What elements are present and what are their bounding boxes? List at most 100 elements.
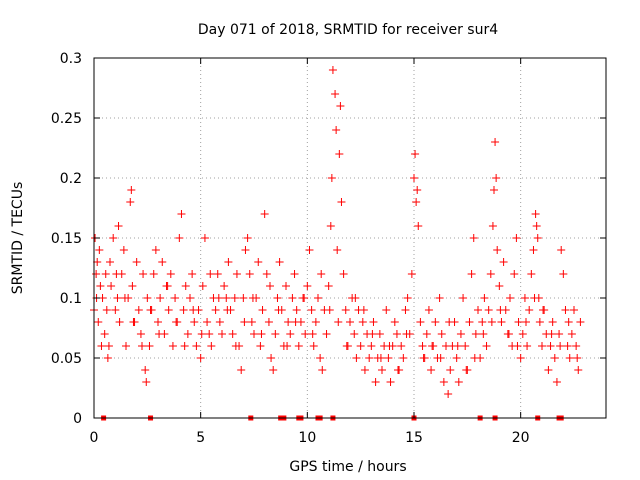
data-point bbox=[402, 330, 411, 338]
data-point bbox=[138, 342, 146, 350]
data-point bbox=[290, 270, 299, 278]
data-point bbox=[334, 318, 343, 326]
data-point bbox=[282, 282, 290, 290]
data-point bbox=[308, 330, 317, 338]
data-point bbox=[111, 306, 120, 314]
data-point bbox=[120, 294, 129, 302]
data-point bbox=[240, 318, 249, 326]
y-tick-label: 0.25 bbox=[51, 111, 82, 127]
data-point bbox=[567, 330, 576, 338]
data-point bbox=[145, 342, 154, 350]
data-point bbox=[332, 126, 341, 134]
data-point bbox=[546, 342, 555, 350]
data-point bbox=[190, 318, 199, 326]
data-point bbox=[248, 294, 257, 302]
data-point bbox=[109, 234, 118, 242]
data-point bbox=[467, 270, 476, 278]
data-point bbox=[327, 174, 336, 182]
data-point bbox=[436, 354, 445, 362]
data-point bbox=[462, 366, 471, 374]
data-point bbox=[346, 318, 354, 326]
data-point bbox=[257, 330, 266, 338]
data-point bbox=[127, 186, 136, 194]
data-point bbox=[156, 294, 165, 302]
data-point bbox=[565, 354, 574, 362]
data-point bbox=[211, 306, 220, 314]
data-point bbox=[215, 318, 224, 326]
data-point bbox=[352, 354, 361, 362]
data-point bbox=[274, 306, 283, 314]
data-point bbox=[339, 270, 348, 278]
data-point bbox=[224, 258, 233, 266]
data-point bbox=[92, 270, 101, 278]
data-point bbox=[180, 342, 189, 350]
data-point bbox=[286, 330, 295, 338]
data-point bbox=[163, 282, 172, 290]
data-point bbox=[496, 306, 505, 314]
data-point bbox=[232, 270, 241, 278]
data-point bbox=[535, 318, 544, 326]
data-point bbox=[164, 306, 173, 314]
data-point bbox=[351, 294, 360, 302]
y-axis-label: SRMTID / TECUs bbox=[10, 182, 26, 295]
data-point bbox=[171, 294, 180, 302]
data-point bbox=[504, 330, 513, 338]
data-point bbox=[230, 294, 239, 302]
data-point bbox=[128, 282, 137, 290]
data-point bbox=[317, 270, 326, 278]
data-point bbox=[188, 270, 197, 278]
data-point bbox=[218, 330, 226, 338]
x-tick-label: 15 bbox=[405, 430, 423, 446]
data-point bbox=[97, 342, 106, 350]
data-point bbox=[284, 318, 293, 326]
data-point bbox=[563, 342, 572, 350]
data-point bbox=[576, 318, 585, 326]
data-point bbox=[484, 306, 493, 314]
data-point bbox=[412, 198, 421, 206]
data-point bbox=[107, 282, 116, 290]
data-point bbox=[342, 342, 351, 350]
data-point bbox=[256, 342, 265, 350]
data-point bbox=[360, 366, 369, 374]
data-point bbox=[552, 378, 561, 386]
data-point bbox=[445, 318, 454, 326]
data-point bbox=[358, 318, 367, 326]
data-point bbox=[197, 330, 206, 338]
data-point bbox=[94, 318, 103, 326]
data-point bbox=[403, 294, 412, 302]
data-point bbox=[520, 294, 529, 302]
data-point bbox=[322, 330, 331, 338]
data-point bbox=[258, 306, 267, 314]
data-point bbox=[214, 294, 223, 302]
data-point bbox=[113, 294, 122, 302]
data-point bbox=[311, 318, 320, 326]
data-point bbox=[175, 234, 184, 242]
data-point bbox=[303, 282, 312, 290]
data-point bbox=[271, 330, 280, 338]
data-point bbox=[512, 234, 521, 242]
data-point bbox=[269, 366, 278, 374]
data-point bbox=[414, 222, 423, 230]
data-point bbox=[206, 270, 215, 278]
data-point bbox=[533, 234, 542, 242]
data-point bbox=[288, 294, 297, 302]
data-point bbox=[518, 330, 527, 338]
data-point bbox=[461, 342, 470, 350]
data-point bbox=[419, 354, 428, 362]
data-point bbox=[316, 354, 325, 362]
data-point bbox=[437, 330, 446, 338]
data-point bbox=[207, 342, 216, 350]
data-point bbox=[386, 378, 395, 386]
data-point bbox=[101, 270, 110, 278]
y-tick-label: 0.2 bbox=[60, 171, 82, 187]
data-point bbox=[264, 318, 273, 326]
data-point bbox=[115, 318, 124, 326]
data-point bbox=[392, 330, 401, 338]
data-point bbox=[530, 294, 539, 302]
data-point bbox=[369, 318, 378, 326]
data-point bbox=[275, 258, 284, 266]
data-point bbox=[557, 246, 566, 254]
data-point bbox=[418, 342, 427, 350]
data-point bbox=[490, 186, 498, 194]
